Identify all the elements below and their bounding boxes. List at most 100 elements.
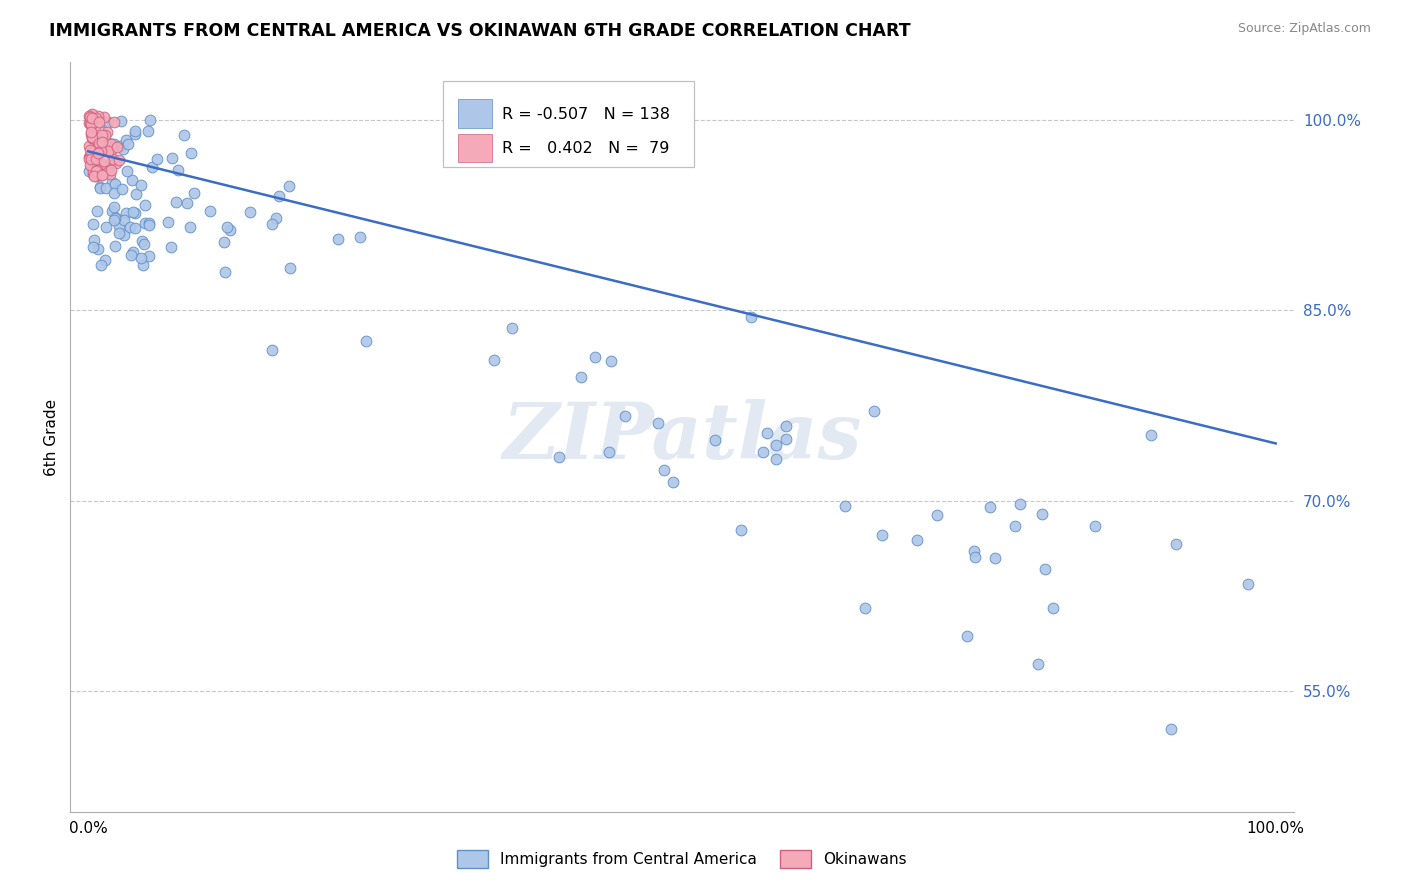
Point: [139, 113, 162, 128]
Point: [84, 142, 107, 156]
Point: [82, 110, 104, 124]
Point: [82, 131, 104, 145]
Point: [105, 156, 128, 170]
Point: [86, 146, 108, 161]
Point: [100, 137, 122, 152]
Point: [87, 168, 110, 182]
Point: [93, 110, 115, 124]
Point: [87, 164, 110, 178]
Point: [215, 220, 238, 235]
Point: [98, 136, 121, 150]
Point: [183, 186, 205, 200]
Point: [96, 220, 118, 235]
Point: [138, 219, 160, 233]
Point: [79, 110, 101, 124]
Point: [956, 629, 979, 643]
Point: [83, 138, 105, 153]
Point: [103, 213, 125, 227]
Point: [96, 164, 118, 178]
Point: [90, 144, 112, 158]
Point: [1010, 497, 1032, 511]
Point: [80, 115, 103, 129]
Point: [775, 418, 797, 433]
Point: [103, 115, 125, 129]
Point: [571, 370, 593, 384]
Point: [105, 140, 128, 154]
Point: [1026, 657, 1049, 672]
Point: [96, 125, 118, 139]
Point: [925, 508, 948, 522]
Point: [598, 445, 620, 459]
Point: [100, 162, 122, 177]
Point: [112, 228, 135, 243]
Text: R =   0.402   N =  79: R = 0.402 N = 79: [502, 141, 669, 156]
Point: [219, 223, 242, 237]
Point: [82, 146, 104, 161]
Point: [214, 264, 236, 278]
Point: [107, 153, 129, 168]
FancyBboxPatch shape: [443, 81, 695, 168]
Point: [80, 146, 103, 161]
Point: [103, 136, 125, 151]
Point: [131, 178, 153, 193]
Point: [138, 249, 160, 263]
Point: [870, 528, 893, 542]
Point: [110, 114, 132, 128]
Point: [89, 144, 111, 158]
Point: [83, 156, 105, 170]
Y-axis label: 6th Grade: 6th Grade: [44, 399, 59, 475]
Point: [89, 136, 111, 151]
Point: [104, 239, 127, 253]
Point: [104, 211, 127, 225]
Point: [239, 204, 262, 219]
Point: [160, 151, 183, 165]
Point: [82, 167, 104, 181]
Point: [91, 168, 114, 182]
Point: [853, 601, 876, 615]
Point: [89, 180, 111, 194]
Point: [264, 211, 287, 225]
Point: [80, 130, 103, 145]
Point: [86, 242, 108, 256]
Point: [765, 451, 787, 466]
Point: [124, 123, 146, 137]
Point: [93, 135, 115, 149]
Point: [80, 125, 103, 139]
Point: [80, 147, 103, 161]
Point: [114, 133, 136, 147]
Point: [117, 137, 139, 152]
Point: [1004, 519, 1026, 533]
Point: [82, 164, 104, 178]
Point: [80, 111, 103, 125]
Point: [118, 219, 141, 234]
Text: IMMIGRANTS FROM CENTRAL AMERICA VS OKINAWAN 6TH GRADE CORRELATION CHART: IMMIGRANTS FROM CENTRAL AMERICA VS OKINA…: [49, 22, 911, 40]
Point: [84, 140, 107, 154]
Point: [82, 130, 104, 145]
Point: [138, 216, 160, 230]
Point: [115, 205, 138, 219]
Point: [110, 138, 132, 153]
Point: [1033, 562, 1056, 576]
Point: [79, 111, 101, 125]
Point: [103, 177, 125, 191]
Point: [905, 533, 928, 548]
Point: [1140, 427, 1163, 442]
Point: [89, 180, 111, 194]
Point: [862, 404, 884, 418]
Point: [963, 549, 986, 564]
Point: [328, 232, 350, 246]
Point: [84, 169, 107, 184]
Point: [983, 550, 1005, 565]
Point: [84, 112, 107, 126]
Point: [269, 188, 291, 202]
Point: [80, 153, 103, 167]
Point: [134, 216, 156, 230]
Point: [752, 445, 775, 459]
Point: [87, 145, 110, 160]
Point: [82, 151, 104, 165]
Point: [121, 173, 143, 187]
Point: [131, 234, 153, 248]
Point: [83, 169, 105, 183]
Point: [90, 258, 112, 272]
Point: [124, 221, 146, 235]
